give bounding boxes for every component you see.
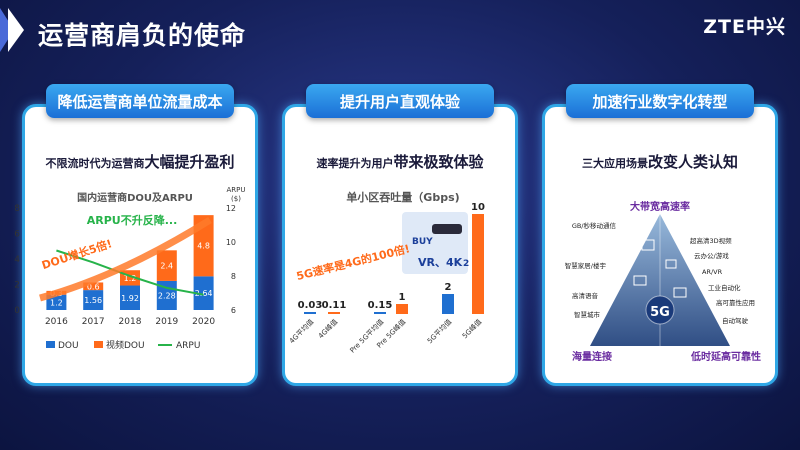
panel2-chart-title: 单小区吞吐量（Gbps) <box>346 191 460 204</box>
legend-swatch-video-dou <box>94 341 103 348</box>
y2-tick-label: 10 <box>226 238 236 247</box>
y-tick-label: 6 <box>14 230 20 240</box>
throughput-bar <box>396 304 408 314</box>
legend-label-video-dou: 视频DOU <box>106 339 145 351</box>
video-dou-value-label: 4.8 <box>197 242 210 251</box>
x-tick-label: 2019 <box>155 317 178 327</box>
y-tick-label: 0 <box>14 306 20 316</box>
video-dou-value-label: 1.2 <box>124 274 137 283</box>
x-tick-label: 2020 <box>192 317 215 327</box>
panel1-chart-title: 国内运营商DOU及ARPU <box>77 193 193 204</box>
video-dou-value-label: 0.6 <box>87 282 100 291</box>
panel2-header: 提升用户直观体验 <box>306 84 494 118</box>
dou-value-label: 2.28 <box>158 291 176 300</box>
x-tick-label: 4G峰值 <box>316 317 339 340</box>
5g-scenarios-diagram: 5G 大带宽高速率 海量连接 低时延高可靠性 GB/秒移动通信 智慧家居/楼宇 … <box>565 200 761 363</box>
top-scenario-label: 大带宽高速率 <box>630 200 690 213</box>
y2-tick-label: 8 <box>231 272 236 281</box>
dou-value-label: 2.64 <box>195 289 213 298</box>
x-tick-label: 5G平均值 <box>425 317 453 345</box>
panel-operator-cost: 不限流时代为运营商大幅提升盈利 国内运营商DOU及ARPU <box>22 104 258 386</box>
x-tick-label: 2017 <box>82 317 105 327</box>
dou-arpu-chart: 02468681012ARPU($)1.20.320161.560.620171… <box>14 186 246 351</box>
y-tick-label: 8 <box>14 204 20 214</box>
5g-center-label: 5G <box>650 305 670 320</box>
right-item: 超高清3D视频 <box>690 236 732 245</box>
page-title: 运营商肩负的使命 <box>38 21 247 50</box>
arpu-line <box>56 249 204 296</box>
panel2-subtitle: 速率提升为用户带来极致体验 <box>316 153 484 171</box>
dou-bar <box>193 276 214 310</box>
legend-label-arpu: ARPU <box>176 341 200 351</box>
network-icon <box>633 239 687 298</box>
legend-label-dou: DOU <box>58 341 79 351</box>
arpu-annotation: ARPU不升反降... <box>87 213 178 227</box>
throughput-value-label: 0.11 <box>322 300 347 311</box>
x-tick-label: 2016 <box>45 317 68 327</box>
throughput-value-label: 2 <box>445 282 452 293</box>
dou-bar <box>83 290 104 310</box>
x-tick-label: 4G平均值 <box>287 317 315 345</box>
left-item: 智慧家居/楼宇 <box>565 261 607 270</box>
right-item: 工业自动化 <box>708 283 741 292</box>
right-item: 云办公/游戏 <box>694 251 729 260</box>
image-text-vr: VR、4K <box>418 256 463 269</box>
zte-logo: ZTE中兴 <box>703 16 786 38</box>
panel1-header: 降低运营商单位流量成本 <box>46 84 234 118</box>
right-item: AR/VR <box>702 268 723 276</box>
title-accent-icon <box>0 8 24 52</box>
video-dou-bar <box>83 282 104 291</box>
left-item: 高清语音 <box>572 291 599 300</box>
throughput-bar <box>472 214 484 314</box>
scenario-triangle <box>590 214 730 346</box>
dou-bar <box>120 285 140 310</box>
video-dou-bar <box>156 250 177 281</box>
x-tick-label: 5G峰值 <box>460 317 483 340</box>
dou-value-label: 1.56 <box>84 296 102 305</box>
image-text-2: 2 <box>463 259 469 269</box>
throughput-bar <box>442 294 454 314</box>
dou-value-label: 1.2 <box>50 298 63 307</box>
image-text-buy: BUY <box>412 237 433 247</box>
y2-axis-unit: ($) <box>231 195 241 203</box>
y2-tick-label: 6 <box>231 306 236 315</box>
left-item: GB/秒移动通信 <box>572 221 617 230</box>
bottom-right-scenario-label: 低时延高可靠性 <box>690 350 761 363</box>
throughput-bar <box>328 312 340 314</box>
dou-value-label: 1.92 <box>121 294 139 303</box>
video-dou-value-label: 2.4 <box>160 262 173 271</box>
panel3-subtitle: 三大应用场景改变人类认知 <box>581 153 738 171</box>
growth-arrow-icon <box>39 217 212 302</box>
throughput-bar <box>304 312 316 314</box>
throughput-value-label: 10 <box>471 202 485 213</box>
panel1-subtitle: 不限流时代为运营商大幅提升盈利 <box>45 153 235 171</box>
right-item: 自动驾驶 <box>722 316 749 325</box>
throughput-value-label: 0.15 <box>368 300 393 311</box>
left-item: 智慧城市 <box>574 310 601 319</box>
5g-speed-annotation: 5G速率是4G的100倍! <box>295 241 411 283</box>
panel3-header: 加速行业数字化转型 <box>566 84 754 118</box>
dou-bar <box>46 294 67 310</box>
vr-goggles-icon <box>432 224 462 234</box>
y2-tick-label: 12 <box>226 204 236 213</box>
y-tick-label: 4 <box>14 255 20 265</box>
bottom-left-scenario-label: 海量连接 <box>572 350 612 363</box>
legend-swatch-dou <box>46 341 55 348</box>
throughput-bar <box>374 312 386 314</box>
x-tick-label: 2018 <box>119 317 142 327</box>
y-tick-label: 2 <box>14 281 20 291</box>
right-item: 高可靠性应用 <box>716 298 755 307</box>
throughput-value-label: 0.03 <box>298 300 323 311</box>
y2-axis-label: ARPU <box>227 186 246 194</box>
throughput-value-label: 1 <box>399 292 406 303</box>
